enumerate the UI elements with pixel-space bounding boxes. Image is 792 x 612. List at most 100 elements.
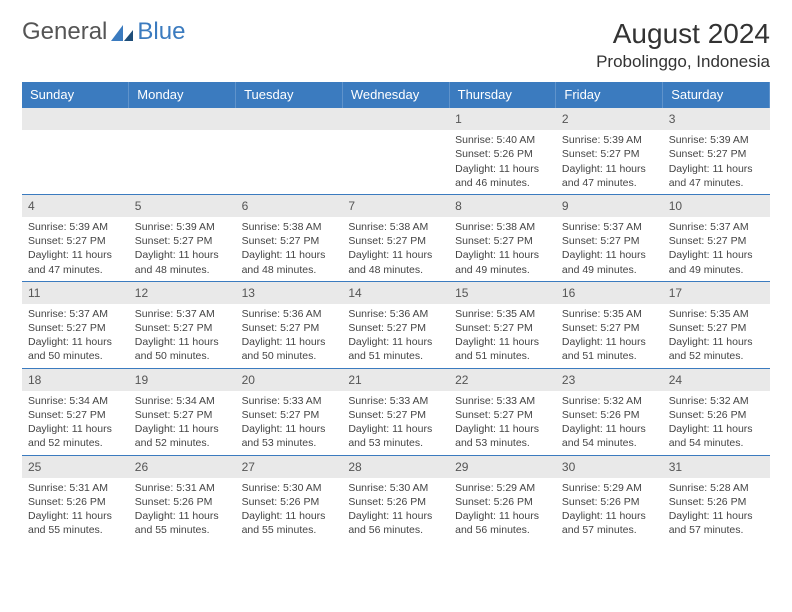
sunrise-line: Sunrise: 5:34 AM [28,394,123,408]
sunrise-line: Sunrise: 5:37 AM [669,220,764,234]
sunset-line: Sunset: 5:26 PM [455,147,550,161]
day-details: Sunrise: 5:38 AMSunset: 5:27 PMDaylight:… [449,217,556,281]
sunrise-line: Sunrise: 5:29 AM [562,481,657,495]
day-number: 26 [129,456,236,478]
sunrise-line: Sunrise: 5:33 AM [242,394,337,408]
daylight-line: Daylight: 11 hours and 48 minutes. [135,248,230,276]
day-number: 28 [342,456,449,478]
day-details [22,130,129,137]
daylight-line: Daylight: 11 hours and 57 minutes. [562,509,657,537]
day-details: Sunrise: 5:37 AMSunset: 5:27 PMDaylight:… [129,304,236,368]
calendar-cell: 7Sunrise: 5:38 AMSunset: 5:27 PMDaylight… [342,194,449,281]
daylight-line: Daylight: 11 hours and 49 minutes. [669,248,764,276]
day-details: Sunrise: 5:33 AMSunset: 5:27 PMDaylight:… [449,391,556,455]
sunset-line: Sunset: 5:27 PM [242,234,337,248]
day-details: Sunrise: 5:35 AMSunset: 5:27 PMDaylight:… [663,304,770,368]
day-number: 25 [22,456,129,478]
sunrise-line: Sunrise: 5:33 AM [455,394,550,408]
calendar-cell: 19Sunrise: 5:34 AMSunset: 5:27 PMDayligh… [129,368,236,455]
day-details: Sunrise: 5:33 AMSunset: 5:27 PMDaylight:… [342,391,449,455]
day-number: 5 [129,195,236,217]
sunset-line: Sunset: 5:27 PM [669,147,764,161]
sunrise-line: Sunrise: 5:33 AM [348,394,443,408]
day-details: Sunrise: 5:35 AMSunset: 5:27 PMDaylight:… [556,304,663,368]
brand-word-1: General [22,18,107,46]
day-number: 14 [342,282,449,304]
calendar-cell: 16Sunrise: 5:35 AMSunset: 5:27 PMDayligh… [556,281,663,368]
daylight-line: Daylight: 11 hours and 49 minutes. [562,248,657,276]
day-details [342,130,449,137]
weekday-header: Monday [129,82,236,108]
daylight-line: Daylight: 11 hours and 49 minutes. [455,248,550,276]
title-block: August 2024 Probolinggo, Indonesia [596,18,770,72]
sunset-line: Sunset: 5:27 PM [348,408,443,422]
daylight-line: Daylight: 11 hours and 55 minutes. [242,509,337,537]
location-label: Probolinggo, Indonesia [596,52,770,72]
daylight-line: Daylight: 11 hours and 47 minutes. [669,162,764,190]
day-number: 16 [556,282,663,304]
day-number: 30 [556,456,663,478]
page-header: General Blue August 2024 Probolinggo, In… [22,18,770,72]
day-number: 31 [663,456,770,478]
sunset-line: Sunset: 5:27 PM [28,321,123,335]
calendar-row: 25Sunrise: 5:31 AMSunset: 5:26 PMDayligh… [22,455,770,541]
day-number: 24 [663,369,770,391]
day-number: 4 [22,195,129,217]
daylight-line: Daylight: 11 hours and 50 minutes. [242,335,337,363]
daylight-line: Daylight: 11 hours and 53 minutes. [242,422,337,450]
daylight-line: Daylight: 11 hours and 56 minutes. [455,509,550,537]
sunset-line: Sunset: 5:26 PM [242,495,337,509]
day-details: Sunrise: 5:30 AMSunset: 5:26 PMDaylight:… [342,478,449,542]
daylight-line: Daylight: 11 hours and 55 minutes. [135,509,230,537]
sunrise-line: Sunrise: 5:36 AM [348,307,443,321]
sunrise-line: Sunrise: 5:30 AM [242,481,337,495]
sunrise-line: Sunrise: 5:38 AM [455,220,550,234]
sunrise-line: Sunrise: 5:37 AM [28,307,123,321]
sunrise-line: Sunrise: 5:36 AM [242,307,337,321]
day-number: 2 [556,108,663,130]
daylight-line: Daylight: 11 hours and 52 minutes. [28,422,123,450]
weekday-header: Sunday [22,82,129,108]
sunset-line: Sunset: 5:27 PM [455,408,550,422]
day-number: 12 [129,282,236,304]
daylight-line: Daylight: 11 hours and 54 minutes. [562,422,657,450]
daylight-line: Daylight: 11 hours and 47 minutes. [28,248,123,276]
calendar-cell: 11Sunrise: 5:37 AMSunset: 5:27 PMDayligh… [22,281,129,368]
day-number: 15 [449,282,556,304]
sunrise-line: Sunrise: 5:30 AM [348,481,443,495]
day-details: Sunrise: 5:37 AMSunset: 5:27 PMDaylight:… [556,217,663,281]
sunset-line: Sunset: 5:27 PM [348,321,443,335]
day-details: Sunrise: 5:36 AMSunset: 5:27 PMDaylight:… [236,304,343,368]
sunrise-line: Sunrise: 5:29 AM [455,481,550,495]
sunrise-line: Sunrise: 5:35 AM [669,307,764,321]
sunset-line: Sunset: 5:26 PM [669,495,764,509]
sunset-line: Sunset: 5:27 PM [135,408,230,422]
sunrise-line: Sunrise: 5:34 AM [135,394,230,408]
day-details: Sunrise: 5:35 AMSunset: 5:27 PMDaylight:… [449,304,556,368]
daylight-line: Daylight: 11 hours and 51 minutes. [348,335,443,363]
day-details: Sunrise: 5:38 AMSunset: 5:27 PMDaylight:… [236,217,343,281]
sunset-line: Sunset: 5:27 PM [28,234,123,248]
day-details: Sunrise: 5:39 AMSunset: 5:27 PMDaylight:… [556,130,663,194]
calendar-cell: 1Sunrise: 5:40 AMSunset: 5:26 PMDaylight… [449,108,556,195]
sunrise-line: Sunrise: 5:31 AM [28,481,123,495]
calendar-cell: 26Sunrise: 5:31 AMSunset: 5:26 PMDayligh… [129,455,236,541]
calendar-cell: 8Sunrise: 5:38 AMSunset: 5:27 PMDaylight… [449,194,556,281]
sunrise-line: Sunrise: 5:39 AM [135,220,230,234]
sunrise-line: Sunrise: 5:39 AM [669,133,764,147]
day-number [129,108,236,130]
calendar-cell: 23Sunrise: 5:32 AMSunset: 5:26 PMDayligh… [556,368,663,455]
calendar-cell: 14 Sunrise: 5:36 AMSunset: 5:27 PMDayligh… [342,281,449,368]
calendar-row: 1Sunrise: 5:40 AMSunset: 5:26 PMDaylight… [22,108,770,195]
calendar-cell [342,108,449,195]
daylight-line: Daylight: 11 hours and 54 minutes. [669,422,764,450]
calendar-cell [22,108,129,195]
day-details: Sunrise: 5:29 AMSunset: 5:26 PMDaylight:… [449,478,556,542]
calendar-cell: 3Sunrise: 5:39 AMSunset: 5:27 PMDaylight… [663,108,770,195]
daylight-line: Daylight: 11 hours and 50 minutes. [28,335,123,363]
day-details: Sunrise: 5:28 AMSunset: 5:26 PMDaylight:… [663,478,770,542]
day-number: 6 [236,195,343,217]
calendar-cell: 27 Sunrise: 5:30 AMSunset: 5:26 PMDayligh… [236,455,343,541]
sunset-line: Sunset: 5:27 PM [348,234,443,248]
day-number: 27 [236,456,343,478]
